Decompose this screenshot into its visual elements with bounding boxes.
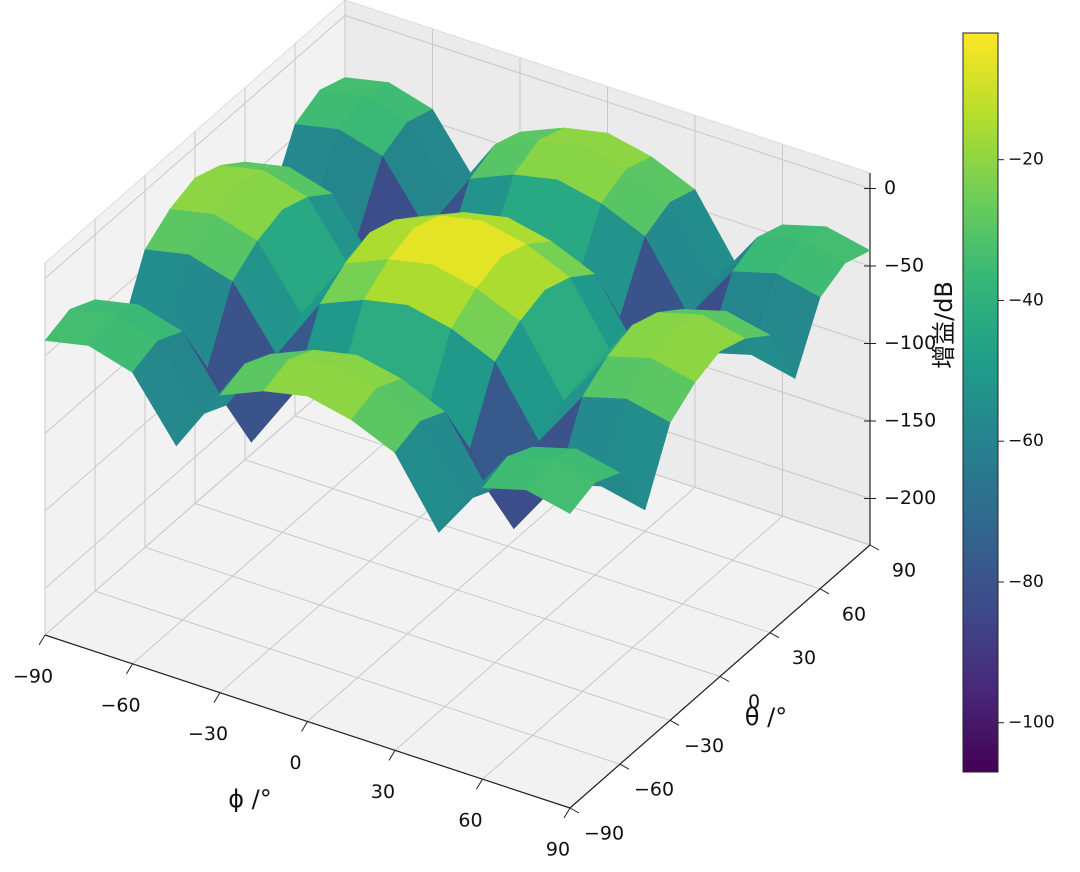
x-axis-label: ϕ /° [228,785,272,813]
surface [44,77,871,533]
x-tick [563,807,571,819]
x-tick-label: 30 [371,781,395,803]
colorbar-tick-label: −20 [1008,150,1044,170]
axis-line [569,544,871,809]
y-tick-label: −90 [584,823,624,845]
x-tick [476,778,483,790]
z-tick-label: −200 [884,487,936,509]
colorbar-label: 增益/dB [930,281,958,369]
y-tick-label: −60 [634,779,674,801]
colorbar-tick-label: −100 [1008,713,1055,733]
x-tick-label: 0 [289,752,301,774]
z-tick-label: −150 [884,410,936,432]
z-tick-label: −100 [884,332,936,354]
y-axis-label: θ /° [745,703,787,731]
z-tick-label: 0 [884,177,896,199]
grid-line [144,546,671,721]
x-tick-label: 60 [458,810,482,832]
colorbar-tick-label: −80 [1008,572,1044,592]
y-tick-label: 0 [748,691,760,713]
axis-line [44,634,571,809]
colorbar-tick-label: −40 [1008,290,1044,310]
x-tick [388,750,396,761]
grid-line [244,459,771,634]
grid-line [344,15,871,189]
y-tick-label: 30 [792,647,816,669]
x-tick [126,663,133,675]
grid-line [44,15,346,279]
y-tick [669,719,680,726]
grid-line [94,590,621,765]
y-tick [869,544,880,551]
y-tick [819,588,830,595]
x-tick [213,692,221,703]
x-tick [38,634,46,646]
y-tick [619,763,630,770]
z-tick-label: −50 [884,255,924,277]
x-tick-label: −30 [188,723,228,745]
x-tick-label: −60 [100,694,140,716]
colorbar [962,32,999,773]
y-tick [569,807,580,814]
y-tick-label: −30 [684,735,724,757]
y-tick [719,676,730,682]
x-tick-label: 90 [546,839,570,861]
x-tick [301,721,308,732]
x-tick-label: −90 [13,666,53,688]
surface-patch [525,458,596,514]
grid-line [194,503,721,677]
y-tick-label: 60 [842,603,866,625]
y-tick-label: 90 [892,560,916,582]
y-tick [769,632,780,639]
colorbar-tick-label: −60 [1008,431,1044,451]
